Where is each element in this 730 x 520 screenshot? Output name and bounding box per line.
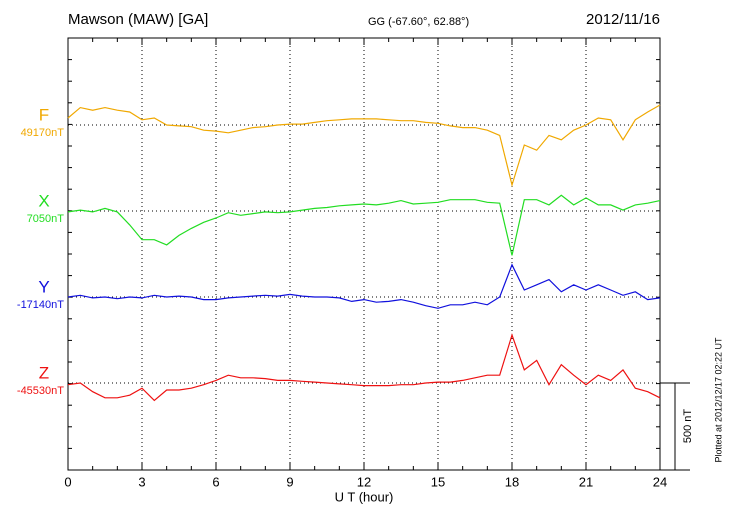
x-tick-label: 9 xyxy=(286,474,293,489)
data-line xyxy=(67,194,661,256)
chart-title: Mawson (MAW) [GA] xyxy=(68,11,208,28)
x-tick-label: 24 xyxy=(653,474,667,489)
x-tick-label: 12 xyxy=(357,474,371,489)
x-tick-label: 6 xyxy=(212,474,219,489)
x-tick-label: 18 xyxy=(505,474,519,489)
scale-bar-label: 500 nT xyxy=(682,409,694,444)
baseline-label: 49170nT xyxy=(21,127,65,139)
legend-name: Z xyxy=(39,363,49,382)
data-line xyxy=(67,263,661,309)
x-tick-label: 0 xyxy=(64,474,71,489)
baseline-label: -45530nT xyxy=(17,385,64,397)
date: 2012/11/16 xyxy=(586,11,660,28)
legend-name: F xyxy=(39,105,49,124)
legend-name: Y xyxy=(38,277,49,296)
x-tick-label: 21 xyxy=(579,474,593,489)
subtitle: GG (-67.60°, 62.88°) xyxy=(368,16,469,28)
x-axis-label: U T (hour) xyxy=(335,489,394,504)
x-tick-label: 15 xyxy=(431,474,445,489)
data-line xyxy=(67,104,661,188)
x-tick-label: 3 xyxy=(138,474,145,489)
footer: Plotted at 2012/12/17 02:22 UT xyxy=(713,337,723,463)
baseline-label: -17140nT xyxy=(17,299,64,311)
baseline-label: 7050nT xyxy=(27,213,65,225)
legend-name: X xyxy=(38,191,49,210)
data-line xyxy=(67,333,661,402)
